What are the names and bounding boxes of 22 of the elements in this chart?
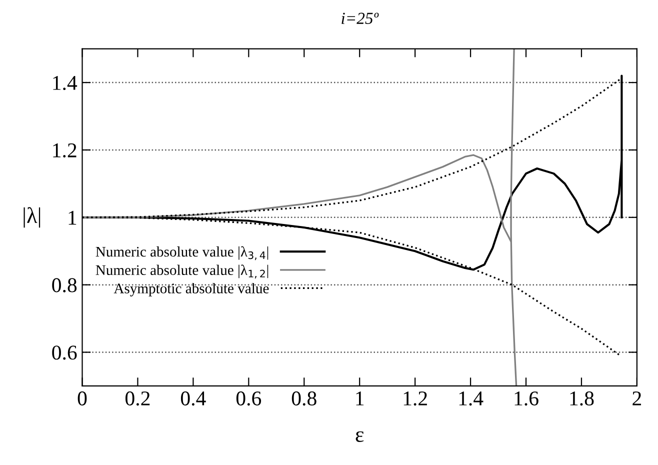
- y-axis-title: |λ|: [24, 207, 40, 228]
- x-tick-label: 1.8: [570, 391, 594, 406]
- y-tick-label: 1: [68, 210, 76, 225]
- x-axis-title: ε: [356, 431, 364, 442]
- legend-label: Numeric absolute value |λ$_{1,2}$|: [96, 264, 268, 278]
- x-tick-label: 1: [356, 392, 364, 406]
- x-tick-label: 0: [78, 391, 87, 406]
- x-tick-label: 1.6: [514, 391, 538, 406]
- x-tick-label: 0.6: [236, 391, 262, 406]
- y-tick-label: 0.6: [52, 346, 77, 360]
- y-tick-label: 0.8: [52, 278, 77, 292]
- x-tick-label: 0.4: [180, 391, 206, 406]
- x-tick-label: 1.2: [404, 391, 427, 406]
- y-tick-label: 1.4: [53, 76, 78, 90]
- legend-label: Asymptotic absolute value: [114, 283, 269, 296]
- legend-label: Numeric absolute value |λ$_{3,4}$|: [96, 246, 268, 260]
- y-tick-label: 1.2: [53, 143, 76, 158]
- x-tick-label: 1.4: [459, 392, 484, 406]
- x-tick-label: 0.2: [125, 391, 150, 406]
- x-tick-label: 2: [632, 391, 642, 406]
- chart-title: i=25º: [342, 12, 379, 24]
- x-tick-label: 0.8: [292, 391, 316, 406]
